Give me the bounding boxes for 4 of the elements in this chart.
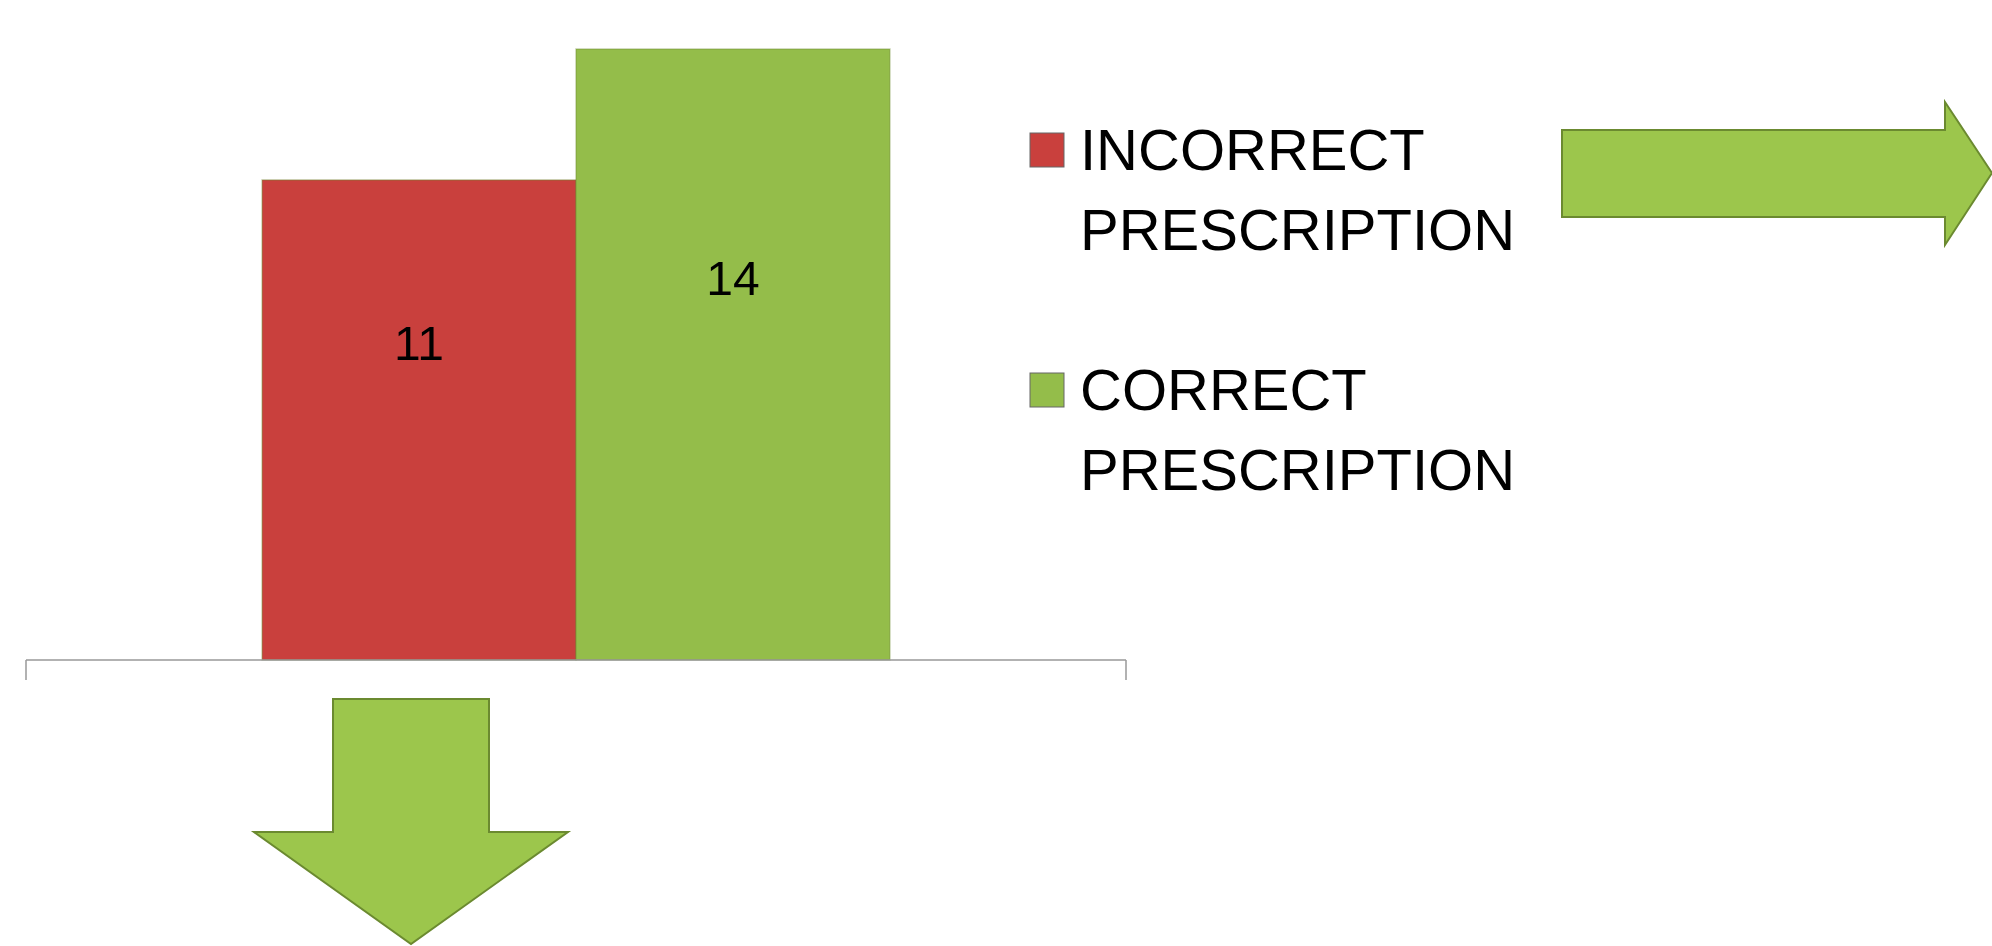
- legend-label: CORRECT PRESCRIPTION: [1080, 357, 1516, 502]
- data-label: 11: [394, 316, 444, 370]
- data-label: 14: [706, 251, 760, 305]
- legend-label: INCORRECT PRESCRIPTION: [1080, 117, 1516, 262]
